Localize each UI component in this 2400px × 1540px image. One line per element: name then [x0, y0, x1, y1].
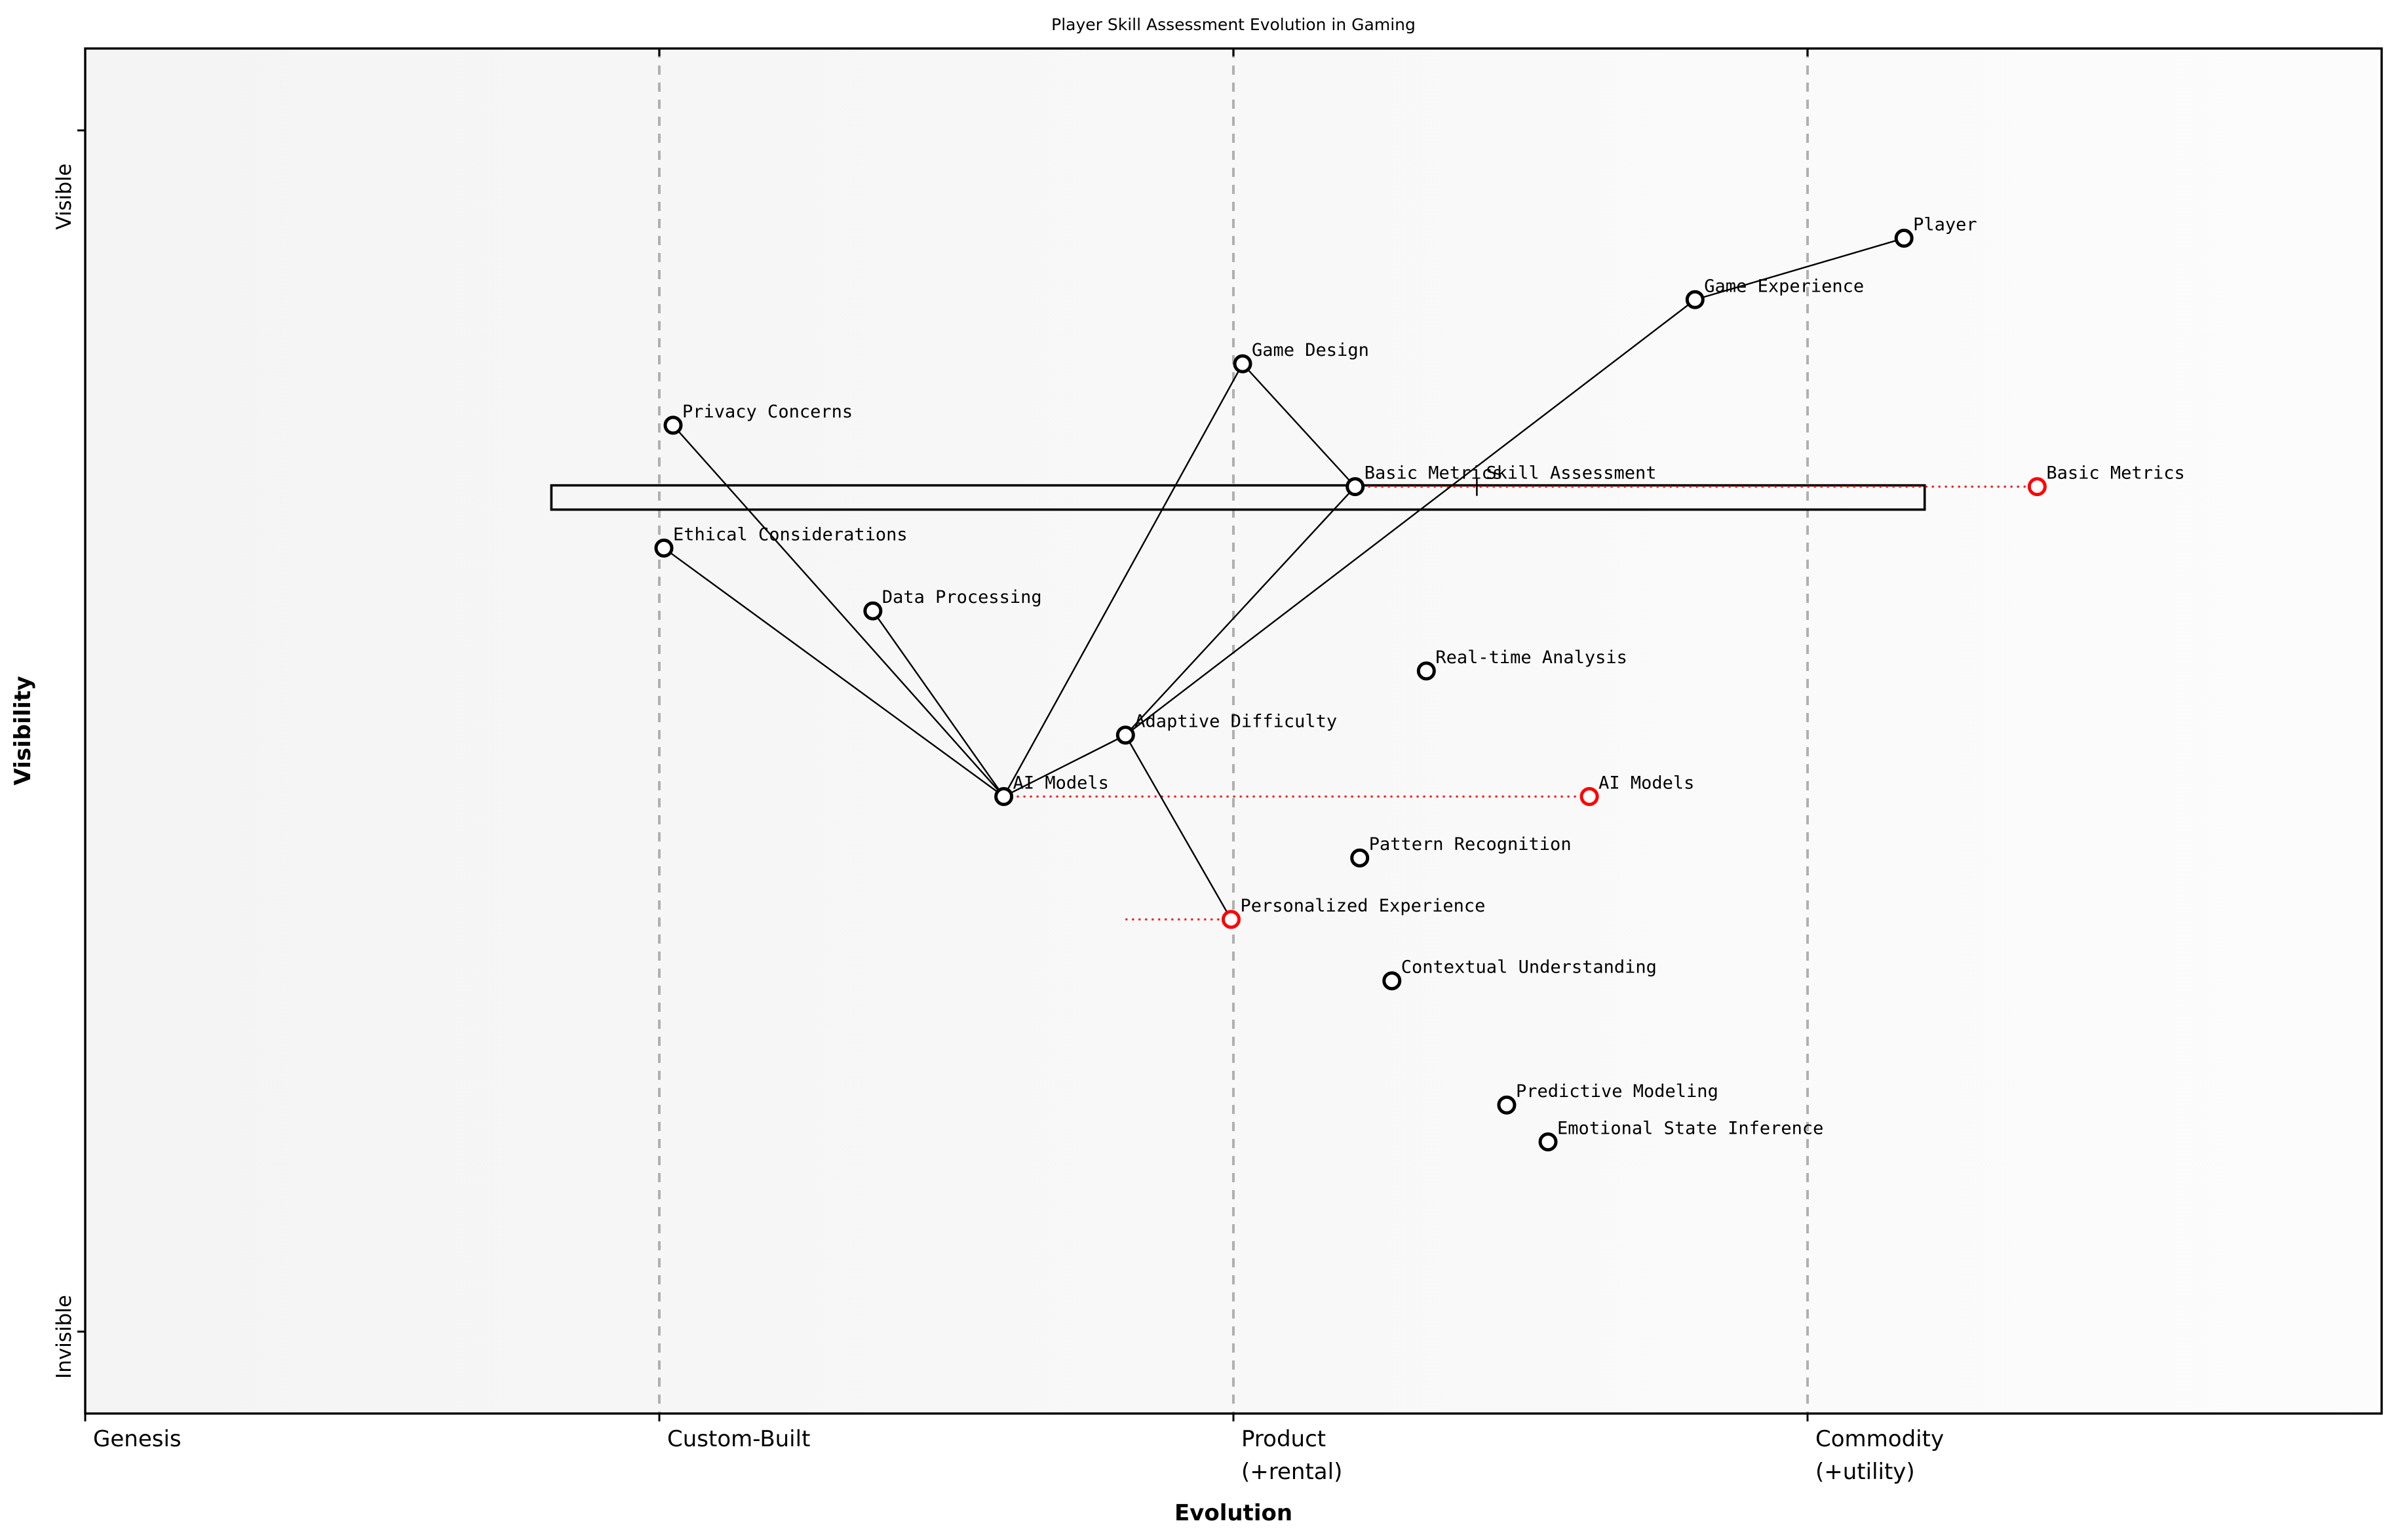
node-game-design[interactable]	[1233, 354, 1252, 374]
x-tick-label-0: Genesis	[93, 1426, 182, 1452]
link-9	[1125, 486, 1356, 736]
node-adaptive-difficulty[interactable]	[1115, 725, 1135, 745]
node-player[interactable]	[1894, 229, 1914, 248]
node-ethical-considerations[interactable]	[654, 538, 674, 558]
node-ai-models[interactable]	[994, 786, 1014, 806]
pipeline-skill-assessment[interactable]	[550, 484, 1926, 511]
dependency-links	[663, 237, 1905, 920]
x-tick-label-1: Custom-Built	[667, 1426, 810, 1452]
node-label-data-processing: Data Processing	[882, 587, 1042, 607]
y-axis-bottom-label: Invisible	[52, 1295, 76, 1379]
x-tick-label-3-line2: (+utility)	[1815, 1459, 1915, 1485]
node-label-basic-metrics: Basic Metrics	[1365, 463, 1503, 484]
x-tick-label-2: Product	[1241, 1426, 1326, 1452]
node-label-emotional-state-inference: Emotional State Inference	[1557, 1118, 1823, 1138]
node-predictive-modeling[interactable]	[1497, 1095, 1517, 1115]
component-nodes[interactable]: Player Game Experience Game Design Privacy …	[654, 215, 2185, 1151]
pipeline-box[interactable]	[550, 484, 1926, 511]
node-real-time-analysis[interactable]	[1416, 661, 1436, 681]
node-contextual-understanding[interactable]	[1382, 971, 1402, 991]
x-axis-title: Evolution	[1174, 1500, 1292, 1526]
node-label-ethical-considerations: Ethical Considerations	[673, 524, 908, 545]
node-label-skill-assessment: Skill Assessment	[1486, 463, 1656, 484]
evolved-node-ai-models[interactable]	[1579, 786, 1599, 806]
node-label-personalized-experience-evolved: Personalized Experience	[1240, 896, 1485, 916]
node-data-processing[interactable]	[863, 601, 883, 621]
evolved-node-basic-metrics[interactable]	[2027, 477, 2047, 497]
link-5	[663, 547, 1005, 798]
node-label-basic-metrics-evolved: Basic Metrics	[2046, 463, 2184, 484]
y-axis-title: Visibility	[10, 676, 36, 786]
evolved-node-personalized-experience[interactable]	[1221, 910, 1241, 929]
link-3	[1003, 363, 1244, 798]
inertia-lines	[1003, 477, 2038, 921]
link-4	[672, 425, 1005, 798]
evolution-gridlines	[658, 48, 1809, 1414]
node-label-privacy-concerns: Privacy Concerns	[682, 402, 853, 422]
node-label-adaptive-difficulty: Adaptive Difficulty	[1134, 712, 1337, 732]
link-8	[1125, 735, 1232, 920]
node-game-experience[interactable]	[1685, 290, 1705, 309]
node-emotional-state-inference[interactable]	[1538, 1132, 1558, 1151]
node-label-game-design: Game Design	[1252, 340, 1369, 360]
x-tick-label-3: Commodity	[1815, 1426, 1944, 1452]
node-label-contextual-understanding: Contextual Understanding	[1401, 957, 1657, 978]
node-label-pattern-recognition: Pattern Recognition	[1369, 834, 1572, 855]
node-label-real-time-analysis: Real-time Analysis	[1435, 647, 1627, 668]
link-0	[1694, 237, 1905, 301]
node-pattern-recognition[interactable]	[1350, 848, 1370, 868]
link-6	[872, 610, 1005, 798]
x-tick-label-2-line2: (+rental)	[1241, 1459, 1342, 1485]
node-label-ai-models: AI Models	[1013, 773, 1109, 793]
y-axis-top-label: Visible	[52, 163, 76, 229]
node-label-game-experience: Game Experience	[1704, 276, 1864, 296]
page-title: Player Skill Assessment Evolution in Gam…	[1051, 15, 1416, 34]
link-7	[1003, 734, 1126, 798]
axis-tickmarks	[77, 48, 1809, 1421]
node-label-predictive-modeling: Predictive Modeling	[1516, 1081, 1718, 1102]
node-basic-metrics[interactable]	[1345, 477, 1365, 497]
node-label-player: Player	[1913, 215, 1977, 235]
link-1	[1125, 299, 1696, 736]
x-axis-tick-labels: Genesis Custom-Built Product (+rental) Commo…	[93, 1426, 1944, 1485]
node-label-ai-models-evolved: AI Models	[1598, 773, 1694, 793]
node-privacy-concerns[interactable]	[663, 415, 683, 435]
link-2	[1242, 363, 1356, 488]
